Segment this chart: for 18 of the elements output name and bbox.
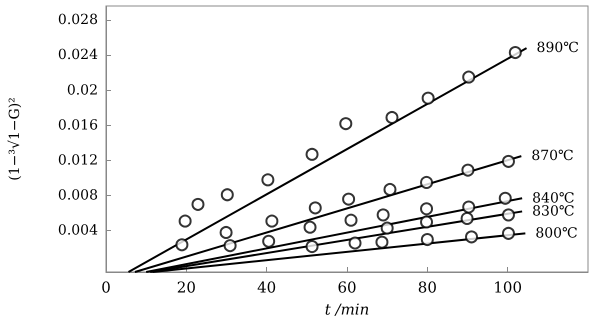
series-label: 800℃ (535, 225, 578, 242)
y-axis-title: (1−³√1−G)² (7, 97, 23, 181)
y-tick-label: 0.016 (58, 117, 98, 134)
x-tick-label: 100 (493, 278, 522, 296)
x-tick-label: 80 (418, 278, 437, 296)
y-tick-label: 0.008 (58, 188, 98, 204)
x-tick-label: 20 (176, 278, 196, 296)
series-label: 890℃ (536, 40, 579, 56)
y-tick-label: 0.004 (58, 222, 98, 239)
x-tick-label: 0 (101, 278, 111, 296)
x-axis-title: t /min (324, 300, 370, 318)
x-tick-label: 40 (257, 278, 276, 296)
y-tick-label: 0.028 (58, 12, 98, 28)
y-tick-label: 0.024 (58, 47, 98, 64)
y-tick-label: 0.012 (58, 152, 98, 169)
x-tick-label: 60 (337, 278, 357, 296)
y-tick-label: 0.02 (66, 82, 98, 98)
series-label: 870℃ (531, 148, 574, 164)
